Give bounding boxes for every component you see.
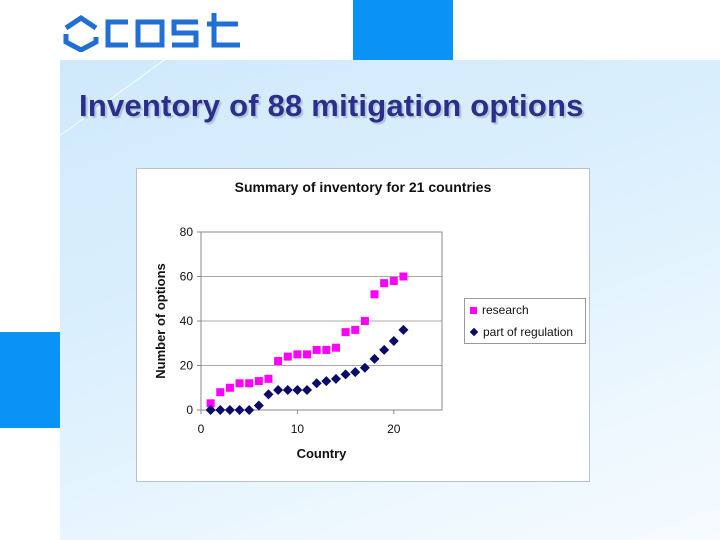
left-accent-bar [0, 332, 60, 428]
chart: Summary of inventory for 21 countries 0 2… [136, 168, 590, 482]
data-point [205, 405, 216, 415]
data-point [312, 345, 321, 354]
data-point [216, 388, 225, 397]
square-marker-icon [470, 306, 477, 314]
x-axis-label: Country [297, 446, 348, 461]
data-point [263, 389, 274, 400]
x-tick-label: 10 [291, 422, 305, 436]
y-tick-label: 0 [186, 403, 193, 417]
x-tick-label: 0 [198, 422, 205, 436]
data-point [351, 325, 360, 334]
data-point [398, 324, 409, 335]
data-point [293, 350, 302, 359]
data-point [245, 379, 254, 388]
data-point [273, 384, 284, 395]
top-accent-square [353, 0, 453, 60]
data-point [303, 350, 312, 359]
legend-label: part of regulation [483, 325, 574, 339]
data-point [206, 399, 215, 408]
y-tick-label: 80 [180, 225, 194, 239]
data-point [253, 400, 264, 411]
legend-item-research: research [470, 303, 529, 317]
chart-legend: research part of regulation [464, 298, 586, 344]
slide-title: Inventory of 88 mitigation options [79, 88, 584, 123]
chart-title: Summary of inventory for 21 countries [234, 179, 492, 195]
data-point [379, 344, 390, 355]
data-point [321, 376, 332, 387]
data-point [292, 384, 303, 395]
y-tick-label: 40 [180, 314, 194, 328]
data-point [330, 373, 341, 384]
data-point [331, 343, 340, 352]
series-part-of-regulation [205, 324, 409, 415]
y-axis-label: Number of options [153, 263, 168, 379]
data-point [389, 276, 398, 285]
data-point [234, 405, 245, 415]
diamond-marker-icon [469, 327, 479, 337]
data-point [359, 362, 370, 373]
data-point [322, 345, 331, 354]
y-tick-label: 20 [180, 359, 194, 373]
hexagon-icon [64, 14, 98, 31]
x-tick-label: 20 [387, 422, 401, 436]
data-point [380, 279, 389, 288]
data-point [302, 384, 313, 395]
data-point [224, 405, 235, 415]
data-point [282, 384, 293, 395]
data-point [254, 377, 263, 386]
plot-area: 0 20 40 60 80 0 10 20 Country Number of options [153, 225, 443, 461]
data-point [370, 290, 379, 299]
data-point [341, 328, 350, 337]
data-point [244, 405, 255, 415]
series-research [206, 272, 408, 408]
data-point [369, 353, 380, 364]
y-tick-label: 60 [180, 270, 194, 284]
data-point [399, 272, 408, 281]
data-point [388, 336, 399, 347]
cost-logo [63, 13, 240, 52]
data-point [283, 352, 292, 361]
data-point [225, 383, 234, 392]
data-point [360, 317, 369, 325]
data-point [350, 367, 361, 378]
legend-label: research [482, 303, 529, 317]
data-point [274, 357, 283, 366]
data-point [235, 379, 244, 388]
legend-item-regulation: part of regulation [469, 325, 574, 339]
data-point [264, 374, 273, 383]
data-point [215, 405, 226, 415]
data-point [340, 369, 351, 380]
data-point [311, 378, 322, 389]
